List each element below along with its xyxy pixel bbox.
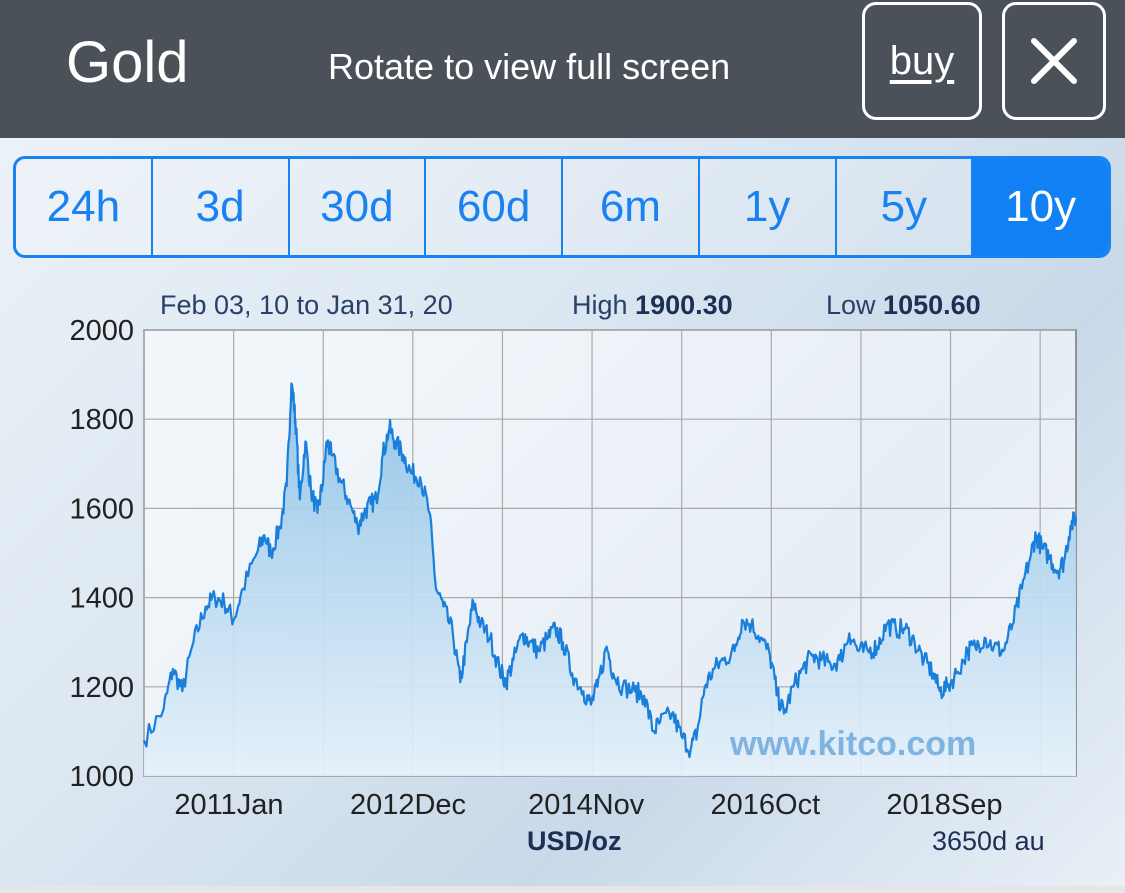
price-area: [144, 383, 1076, 776]
buy-button[interactable]: buy: [862, 2, 982, 120]
bottom-divider: [0, 886, 1125, 893]
watermark: www.kitco.com: [729, 725, 976, 763]
tab-label: 10y: [1005, 182, 1077, 231]
x-tick-label: 2014Nov: [528, 789, 645, 821]
high-value: 1900.30: [635, 290, 733, 320]
y-axis: 1000 1200 1400 1600 1800 2000: [69, 315, 134, 793]
rotate-hint: Rotate to view full screen: [328, 46, 731, 87]
close-icon: [1031, 38, 1077, 84]
tab-30d[interactable]: 30d: [290, 159, 427, 255]
y-tick-label: 1600: [69, 493, 134, 525]
tab-10y[interactable]: 10y: [973, 159, 1108, 255]
tab-60d[interactable]: 60d: [426, 159, 563, 255]
y-tick-label: 2000: [69, 315, 134, 347]
price-line: [142, 382, 1078, 759]
tab-6m[interactable]: 6m: [563, 159, 700, 255]
y-tick-label: 1800: [69, 404, 134, 436]
unit-label: USD/oz: [527, 826, 622, 856]
low-value: 1050.60: [883, 290, 981, 320]
low-label: Low: [826, 290, 876, 320]
x-tick-label: 2016Oct: [711, 789, 821, 821]
tab-label: 6m: [599, 182, 661, 231]
tab-label: 5y: [880, 182, 928, 231]
page-title: Gold: [66, 30, 189, 95]
tab-label: 60d: [456, 182, 531, 231]
tab-5y[interactable]: 5y: [837, 159, 974, 255]
tab-24h[interactable]: 24h: [16, 159, 153, 255]
tab-label: 1y: [743, 182, 791, 231]
x-tick-label: 2012Dec: [350, 789, 466, 821]
close-button[interactable]: [1002, 2, 1106, 120]
chart-low: Low 1050.60: [826, 290, 981, 321]
chart-high: High 1900.30: [572, 290, 733, 321]
period-tabs: 24h 3d 30d 60d 6m 1y 5y 10y: [13, 156, 1111, 258]
tab-3d[interactable]: 3d: [153, 159, 290, 255]
period-note: 3650d au: [932, 826, 1045, 856]
x-axis: 2011Jan 2012Dec 2014Nov 2016Oct 2018Sep: [174, 789, 1002, 821]
x-tick-label: 2011Jan: [174, 789, 283, 821]
tab-label: 30d: [320, 182, 394, 231]
tab-label: 3d: [195, 182, 245, 231]
chart-date-range: Feb 03, 10 to Jan 31, 20: [160, 290, 453, 320]
x-tick-label: 2018Sep: [886, 789, 1002, 821]
tab-1y[interactable]: 1y: [700, 159, 837, 255]
tab-label: 24h: [46, 182, 121, 231]
y-tick-label: 1000: [69, 761, 134, 793]
y-tick-label: 1400: [69, 583, 134, 615]
y-tick-label: 1200: [69, 672, 134, 704]
buy-button-label: buy: [889, 38, 955, 83]
high-label: High: [572, 290, 628, 320]
top-bar: Gold Rotate to view full screen buy: [0, 0, 1125, 138]
